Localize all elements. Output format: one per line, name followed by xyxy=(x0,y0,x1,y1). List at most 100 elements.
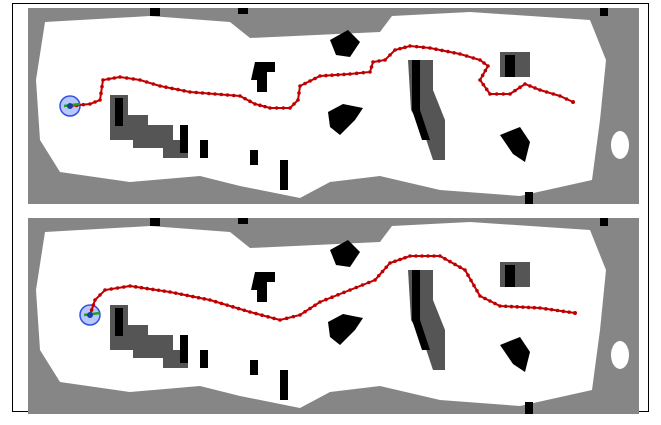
path-point xyxy=(408,254,412,258)
path-point xyxy=(538,88,542,92)
path-point xyxy=(263,105,267,109)
path-point xyxy=(268,106,272,110)
path-point xyxy=(191,295,195,299)
path-point xyxy=(275,106,279,110)
path-point xyxy=(152,82,156,86)
path-point xyxy=(101,78,105,82)
path-point xyxy=(134,285,138,289)
path-point xyxy=(242,308,246,312)
path-point xyxy=(495,92,499,96)
path-point xyxy=(162,289,166,293)
path-point xyxy=(414,254,418,258)
path-point xyxy=(458,265,462,269)
path-point xyxy=(116,286,120,290)
path-point xyxy=(201,91,205,95)
path-point xyxy=(481,74,485,78)
path-point xyxy=(158,84,162,88)
path-point xyxy=(556,309,560,313)
path-point xyxy=(90,308,94,312)
path-point xyxy=(446,50,450,54)
path-point xyxy=(188,90,192,94)
path-point xyxy=(285,317,289,321)
path-point xyxy=(296,98,300,102)
path-point xyxy=(493,302,497,306)
path-point xyxy=(248,310,252,314)
robot xyxy=(87,312,93,318)
path-point xyxy=(180,292,184,296)
path-point xyxy=(367,281,371,285)
path-point xyxy=(278,318,282,322)
path-point xyxy=(388,53,392,57)
path-point xyxy=(478,294,482,298)
path-point xyxy=(243,97,247,101)
path-point xyxy=(145,80,149,84)
path-point xyxy=(463,268,467,272)
path-point xyxy=(565,97,569,101)
path-point xyxy=(502,92,506,96)
path-point xyxy=(157,288,161,292)
path-point xyxy=(393,48,397,52)
path-point xyxy=(324,74,328,78)
path-point xyxy=(297,91,301,95)
path-point xyxy=(122,285,126,289)
path-point xyxy=(538,306,542,310)
path-point xyxy=(225,303,229,307)
path-point xyxy=(355,72,359,76)
path-point xyxy=(138,78,142,82)
path-point xyxy=(226,93,230,97)
path-point xyxy=(504,304,508,308)
path-point xyxy=(182,89,186,93)
path-point xyxy=(132,77,136,81)
path-point xyxy=(408,44,412,48)
path-point xyxy=(207,92,211,96)
path-point xyxy=(383,58,387,62)
path-point xyxy=(202,297,206,301)
path-point xyxy=(475,289,479,293)
path-point xyxy=(398,258,402,262)
path-point xyxy=(488,92,492,96)
path-point xyxy=(168,290,172,294)
path-point xyxy=(298,313,302,317)
path-point xyxy=(398,47,402,51)
path-point xyxy=(232,94,236,98)
path-point xyxy=(545,90,549,94)
path-point xyxy=(443,257,447,261)
path-point xyxy=(99,92,103,96)
path-point xyxy=(403,256,407,260)
path-point xyxy=(422,46,426,50)
path-point xyxy=(336,293,340,297)
path-point xyxy=(428,46,432,50)
path-point xyxy=(482,61,486,65)
path-point xyxy=(185,294,189,298)
path-point xyxy=(381,270,385,274)
path-point xyxy=(214,300,218,304)
path-point xyxy=(486,64,490,68)
path-point xyxy=(370,65,374,69)
path-point xyxy=(482,83,486,87)
path-point xyxy=(544,307,548,311)
path-point xyxy=(571,100,575,104)
path-point xyxy=(485,88,489,92)
path-point xyxy=(393,259,397,263)
path-point xyxy=(93,298,97,302)
path-point xyxy=(219,93,223,97)
path-point xyxy=(324,298,328,302)
path-point xyxy=(377,274,381,278)
path-point xyxy=(342,73,346,77)
path-point xyxy=(194,91,198,95)
path-point xyxy=(107,77,111,81)
path-point xyxy=(100,85,104,89)
path-point xyxy=(521,305,525,309)
path-point xyxy=(313,77,317,81)
path-point xyxy=(282,106,286,110)
path-point xyxy=(567,310,571,314)
path-point xyxy=(342,291,346,295)
path-point xyxy=(426,254,430,258)
path-point xyxy=(330,73,334,77)
map-top xyxy=(28,8,639,204)
path-point xyxy=(483,297,487,301)
path-point xyxy=(125,76,129,80)
path-point xyxy=(308,79,312,83)
path-point xyxy=(484,69,488,73)
path-point xyxy=(88,102,92,106)
